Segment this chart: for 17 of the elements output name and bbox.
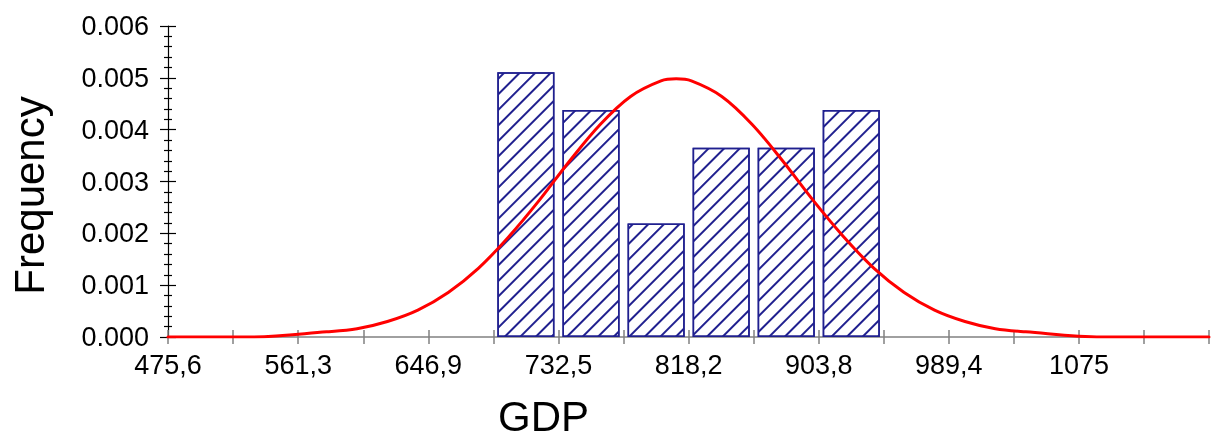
y-tick-label: 0.005 (81, 62, 149, 93)
x-tick-label: 561,3 (264, 349, 333, 380)
x-tick-label: 732,5 (524, 349, 593, 380)
x-axis-title: GDP (497, 392, 590, 440)
y-tick-label: 0.006 (81, 11, 149, 41)
x-tick-label: 646,9 (394, 349, 463, 380)
y-tick-label: 0.001 (81, 270, 149, 301)
x-tick-label: 475,6 (134, 349, 202, 380)
x-tick-label: 903,8 (784, 349, 853, 380)
y-tick-label: 0.002 (81, 218, 149, 249)
y-tick-label: 0.004 (81, 114, 149, 145)
x-tick-label: 1075 (1048, 349, 1109, 380)
x-tick-label: 818,2 (654, 349, 723, 380)
y-tick-label: 0.000 (81, 322, 149, 352)
y-tick-label: 0.003 (81, 166, 149, 197)
y-axis-title: Frequency (5, 96, 53, 295)
x-tick-label: 989,4 (915, 349, 983, 380)
